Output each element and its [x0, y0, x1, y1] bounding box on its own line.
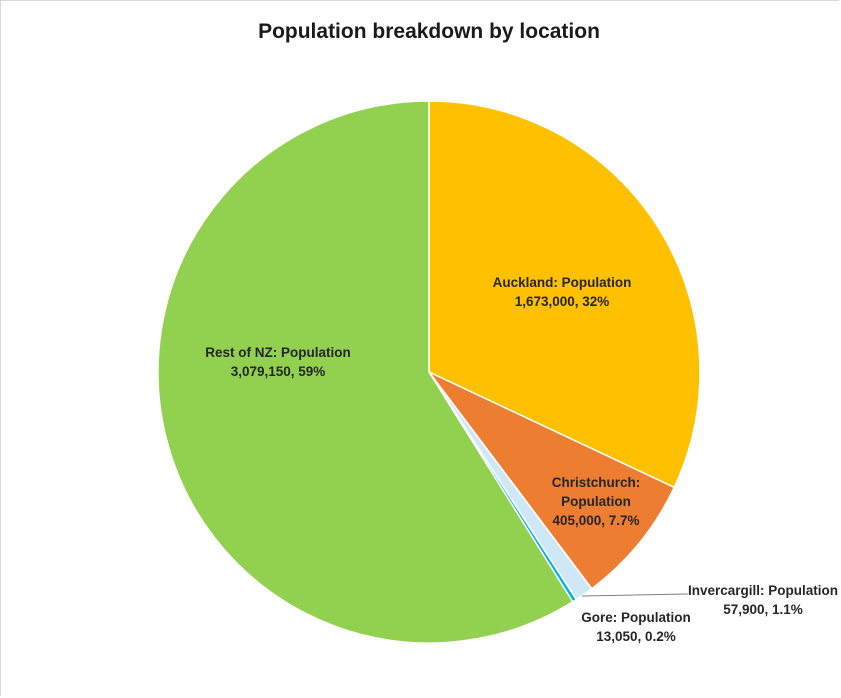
data-label-auckland: Auckland: Population 1,673,000, 32% — [493, 275, 632, 309]
data-label-line: Invercargill: Population — [688, 583, 838, 598]
data-label-line: Christchurch: — [552, 475, 641, 490]
data-label-christchurch: Christchurch: Population 405,000, 7.7% — [552, 475, 641, 528]
pie-slice-auckland — [428, 100, 701, 489]
pie-slice-rest-of-nz — [157, 100, 574, 644]
data-label-invercargill: Invercargill: Population 57,900, 1.1% — [688, 583, 838, 617]
data-labels: Auckland: Population 1,673,000, 32% Christ… — [205, 275, 838, 644]
pie-slice-christchurch — [428, 371, 676, 590]
leader-lines — [581, 593, 689, 597]
data-label-line: Population — [561, 494, 631, 509]
data-label-line: Gore: Population — [581, 610, 691, 625]
chart-title: Population breakdown by location — [258, 20, 600, 43]
data-label-rest-of-nz: Rest of NZ: Population 3,079,150, 59% — [205, 345, 351, 379]
data-label-line: Rest of NZ: Population — [205, 345, 351, 360]
data-label-line: Auckland: Population — [493, 275, 632, 290]
data-label-gore: Gore: Population 13,050, 0.2% — [581, 610, 691, 644]
leader-line-invercargill — [581, 593, 689, 597]
data-label-line: 13,050, 0.2% — [596, 629, 676, 644]
data-label-line: 3,079,150, 59% — [231, 364, 326, 379]
data-label-line: 1,673,000, 32% — [515, 294, 610, 309]
data-label-line: 57,900, 1.1% — [723, 602, 803, 617]
data-label-line: 405,000, 7.7% — [552, 513, 639, 528]
pie-slices — [157, 100, 701, 644]
